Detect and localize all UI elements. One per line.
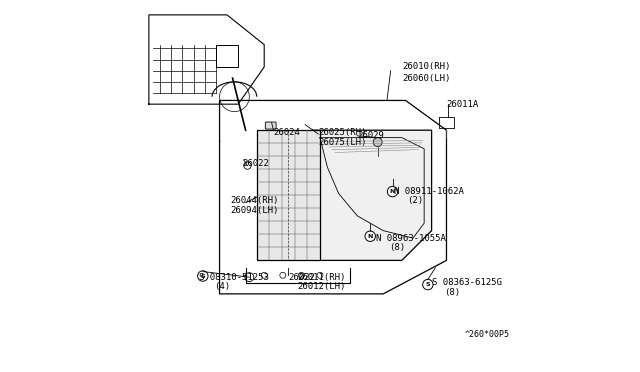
Text: (8): (8) — [389, 243, 405, 252]
Bar — [257, 130, 320, 260]
Polygon shape — [312, 130, 431, 260]
Text: S 08363-6125G: S 08363-6125G — [431, 278, 502, 287]
Text: 26011(RH): 26011(RH) — [298, 273, 346, 282]
Text: 26011A: 26011A — [447, 100, 479, 109]
Circle shape — [373, 138, 382, 147]
Text: ^260*00P5: ^260*00P5 — [465, 330, 510, 339]
Text: 26010(RH): 26010(RH) — [402, 62, 450, 71]
Text: 26022: 26022 — [242, 159, 269, 168]
Bar — [216, 45, 238, 67]
Text: S: S — [426, 282, 430, 287]
Circle shape — [244, 162, 251, 169]
Text: 26044(RH): 26044(RH) — [231, 196, 279, 205]
Text: (2): (2) — [408, 196, 424, 205]
Text: N 08911-1062A: N 08911-1062A — [394, 187, 464, 196]
Circle shape — [365, 231, 376, 241]
Text: (8): (8) — [445, 288, 461, 296]
Text: S: S — [200, 273, 205, 279]
Text: 26029: 26029 — [357, 131, 384, 140]
Text: 26024: 26024 — [273, 128, 300, 137]
Text: 26025(RH): 26025(RH) — [318, 128, 367, 137]
Circle shape — [198, 271, 208, 281]
FancyBboxPatch shape — [266, 122, 276, 129]
Text: 26060(LH): 26060(LH) — [402, 74, 450, 83]
Text: 26094(LH): 26094(LH) — [231, 206, 279, 215]
Text: N: N — [367, 234, 373, 239]
Text: 26012(LH): 26012(LH) — [298, 282, 346, 291]
Text: 26075(LH): 26075(LH) — [318, 138, 367, 147]
Text: (4): (4) — [214, 282, 230, 291]
Circle shape — [387, 186, 397, 197]
Circle shape — [245, 273, 254, 282]
Text: 26022: 26022 — [289, 273, 316, 282]
Circle shape — [422, 279, 433, 290]
Text: S 08310-51253: S 08310-51253 — [199, 273, 269, 282]
Text: N 08963-1055A: N 08963-1055A — [376, 234, 445, 243]
Text: N: N — [390, 189, 396, 194]
